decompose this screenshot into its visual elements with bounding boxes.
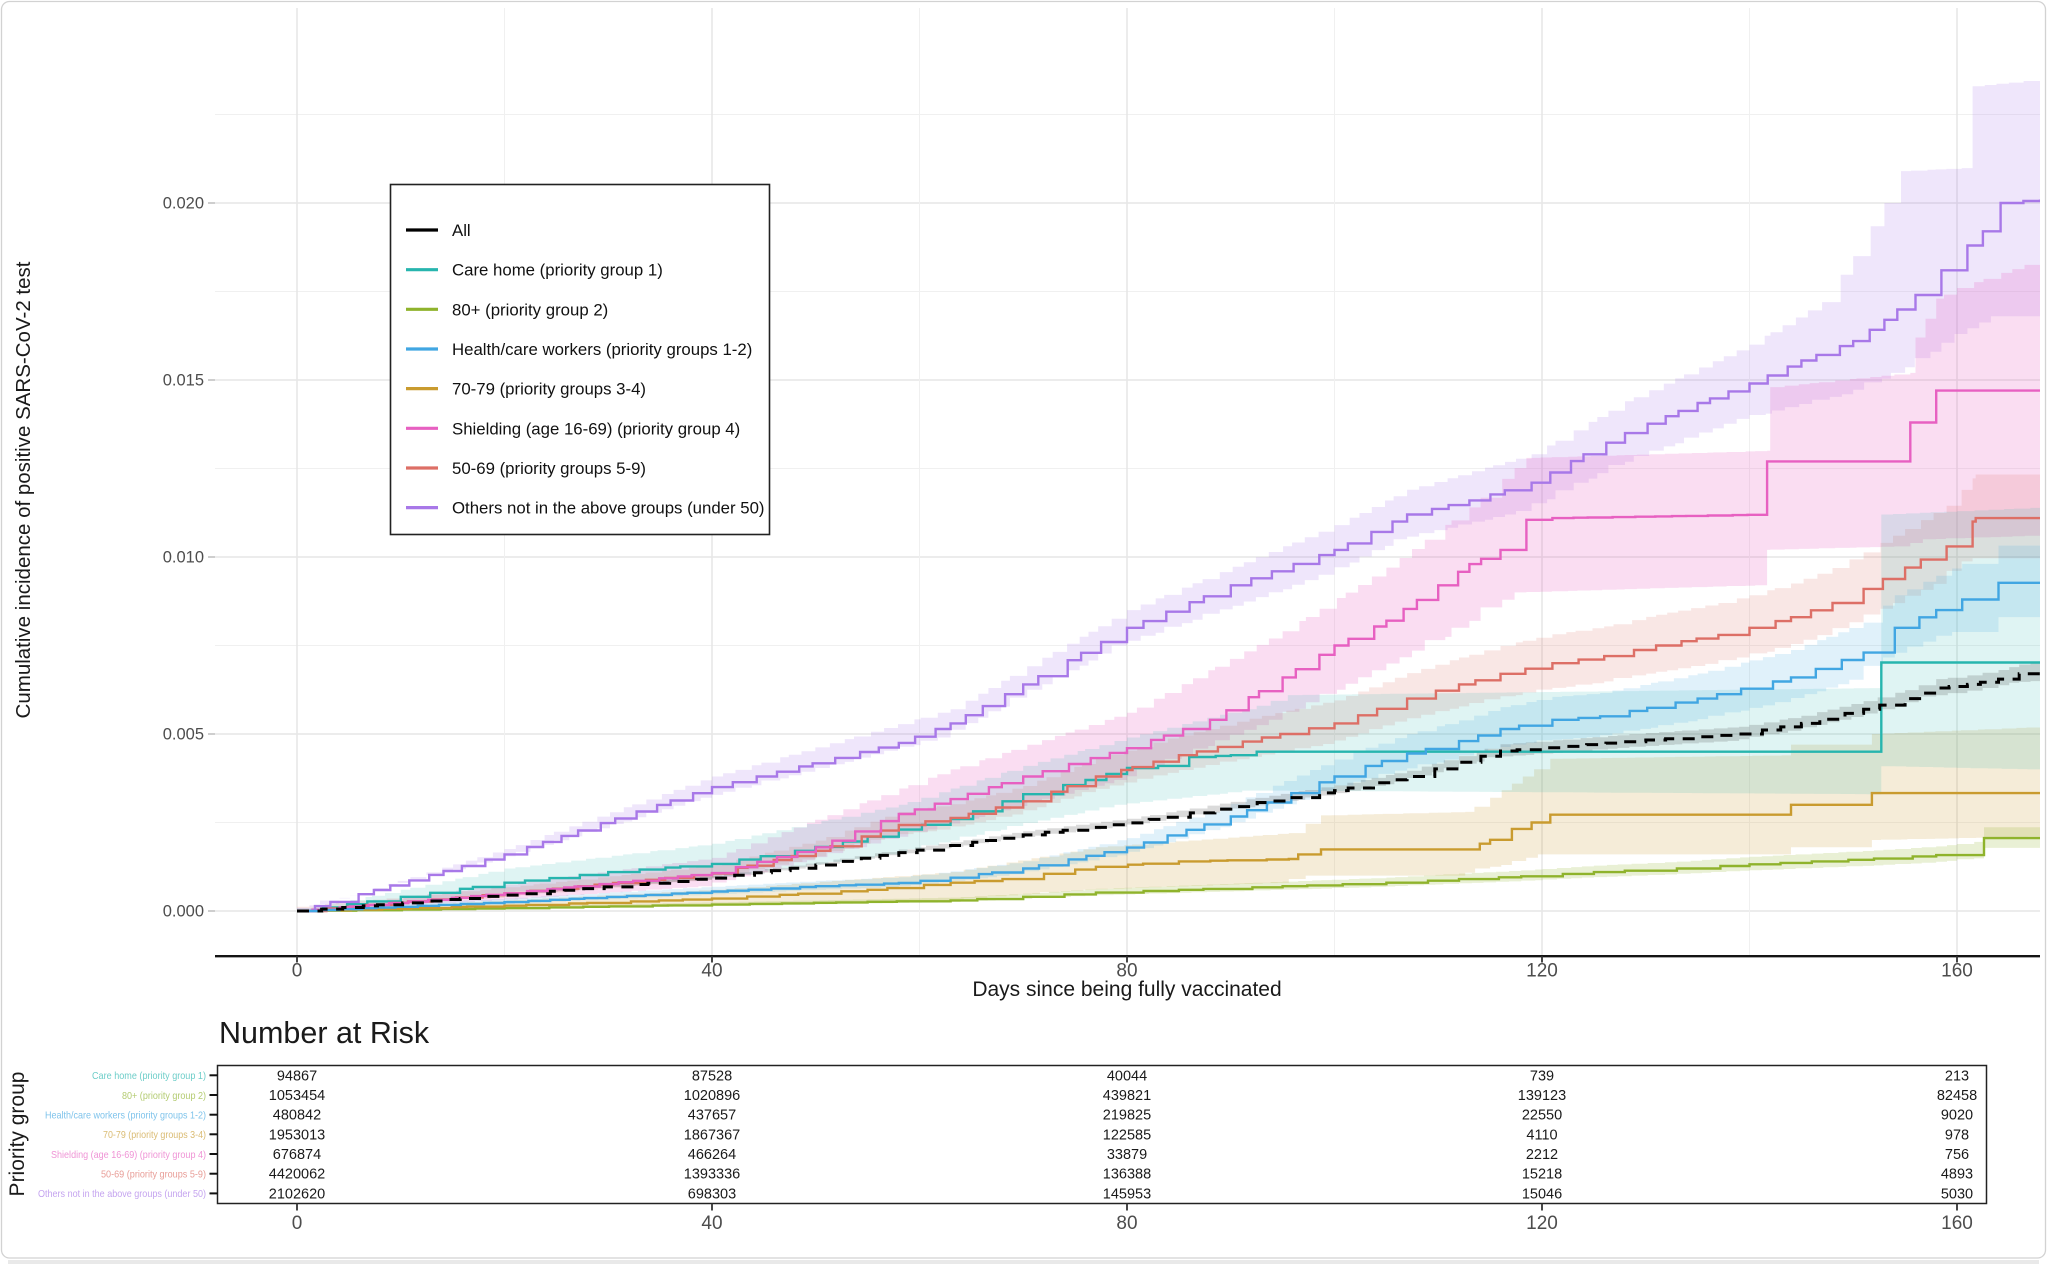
svg-text:136388: 136388 <box>1103 1167 1151 1183</box>
svg-text:Days since being fully vaccina: Days since being fully vaccinated <box>972 978 1281 1001</box>
svg-text:219825: 219825 <box>1103 1108 1151 1124</box>
svg-text:50-69 (priority groups 5-9): 50-69 (priority groups 5-9) <box>101 1170 206 1181</box>
svg-text:1393336: 1393336 <box>684 1167 740 1183</box>
svg-text:70-79 (priority groups 3-4): 70-79 (priority groups 3-4) <box>103 1130 206 1141</box>
svg-text:739: 739 <box>1530 1068 1554 1084</box>
svg-text:0.005: 0.005 <box>163 726 204 744</box>
svg-text:1053454: 1053454 <box>269 1088 325 1104</box>
svg-text:Shielding (age 16-69) (priorit: Shielding (age 16-69) (priority group 4) <box>51 1150 206 1161</box>
svg-text:4893: 4893 <box>1941 1167 1973 1183</box>
svg-text:40: 40 <box>701 961 722 982</box>
svg-text:4110: 4110 <box>1526 1127 1557 1143</box>
svg-text:120: 120 <box>1526 961 1558 982</box>
svg-text:94867: 94867 <box>277 1068 317 1084</box>
svg-text:466264: 466264 <box>688 1147 736 1163</box>
svg-text:87528: 87528 <box>692 1068 732 1084</box>
svg-text:Shielding (age 16-69) (priorit: Shielding (age 16-69) (priority group 4) <box>452 419 740 438</box>
svg-text:437657: 437657 <box>688 1108 736 1124</box>
svg-text:0.000: 0.000 <box>163 903 204 921</box>
svg-text:All: All <box>452 221 471 240</box>
svg-text:160: 160 <box>1941 1213 1973 1234</box>
svg-text:120: 120 <box>1526 1213 1558 1234</box>
svg-text:213: 213 <box>1945 1068 1969 1084</box>
svg-text:Number at Risk: Number at Risk <box>219 1016 430 1050</box>
svg-text:80: 80 <box>1116 961 1137 982</box>
svg-text:Health/care workers (priority: Health/care workers (priority groups 1-2… <box>45 1111 206 1122</box>
svg-text:Others not in the above groups: Others not in the above groups (under 50… <box>452 499 765 518</box>
svg-text:4420062: 4420062 <box>269 1167 325 1183</box>
svg-text:Priority group: Priority group <box>6 1072 29 1197</box>
svg-text:70-79 (priority groups 3-4): 70-79 (priority groups 3-4) <box>452 380 646 399</box>
svg-text:80: 80 <box>1116 1213 1137 1234</box>
svg-text:40044: 40044 <box>1107 1068 1147 1084</box>
svg-text:22550: 22550 <box>1522 1108 1562 1124</box>
svg-text:Care home (priority group 1): Care home (priority group 1) <box>452 261 663 280</box>
svg-text:0: 0 <box>292 961 303 982</box>
svg-text:480842: 480842 <box>273 1108 321 1124</box>
svg-text:82458: 82458 <box>1937 1088 1977 1104</box>
svg-text:439821: 439821 <box>1103 1088 1151 1104</box>
svg-text:40: 40 <box>701 1213 722 1234</box>
svg-text:698303: 698303 <box>688 1186 736 1202</box>
svg-text:Cumulative incidence of positi: Cumulative incidence of positive SARS-Co… <box>12 261 35 718</box>
svg-text:160: 160 <box>1941 961 1973 982</box>
svg-text:50-69 (priority groups 5-9): 50-69 (priority groups 5-9) <box>452 459 646 478</box>
svg-text:80+ (priority group 2): 80+ (priority group 2) <box>452 300 608 319</box>
svg-text:5030: 5030 <box>1941 1186 1973 1202</box>
svg-text:1020896: 1020896 <box>684 1088 740 1104</box>
svg-text:0.020: 0.020 <box>163 195 204 213</box>
svg-text:9020: 9020 <box>1941 1108 1973 1124</box>
svg-text:80+ (priority group 2): 80+ (priority group 2) <box>122 1091 206 1102</box>
svg-text:676874: 676874 <box>273 1147 321 1163</box>
svg-text:15046: 15046 <box>1522 1186 1562 1202</box>
svg-text:Care home (priority group 1): Care home (priority group 1) <box>92 1071 206 1082</box>
svg-text:122585: 122585 <box>1103 1127 1151 1143</box>
svg-text:33879: 33879 <box>1107 1147 1147 1163</box>
svg-text:0: 0 <box>292 1213 303 1234</box>
svg-text:2212: 2212 <box>1526 1147 1558 1163</box>
svg-text:978: 978 <box>1945 1127 1969 1143</box>
svg-text:15218: 15218 <box>1522 1167 1562 1183</box>
svg-text:2102620: 2102620 <box>269 1186 325 1202</box>
svg-text:139123: 139123 <box>1518 1088 1566 1104</box>
svg-text:Others not in the above groups: Others not in the above groups (under 50… <box>38 1189 206 1200</box>
svg-text:1953013: 1953013 <box>269 1127 325 1143</box>
svg-text:756: 756 <box>1945 1147 1969 1163</box>
svg-text:Health/care workers (priority: Health/care workers (priority groups 1-2… <box>452 340 752 359</box>
svg-text:1867367: 1867367 <box>684 1127 740 1143</box>
svg-text:0.010: 0.010 <box>163 549 204 567</box>
svg-text:145953: 145953 <box>1103 1186 1151 1202</box>
svg-text:0.015: 0.015 <box>163 372 204 390</box>
